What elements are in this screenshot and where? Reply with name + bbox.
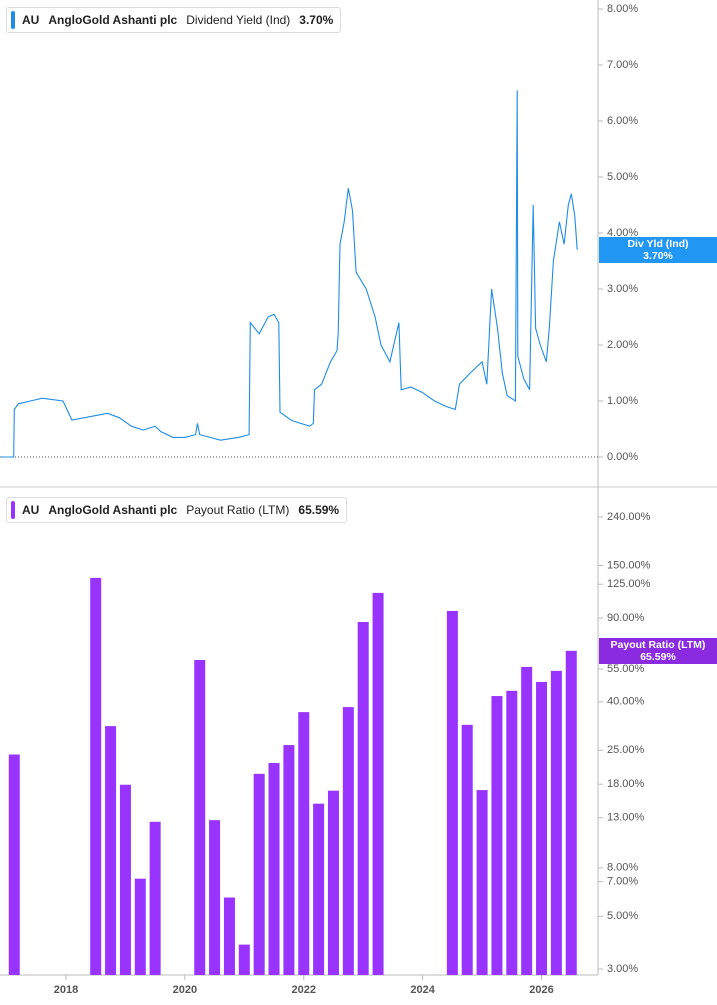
- badge-title: Div Yld (Ind): [627, 237, 689, 250]
- y-tick-label: 6.00%: [607, 115, 638, 127]
- bar: [476, 790, 488, 975]
- y-tick-label: 25.00%: [607, 744, 645, 756]
- company: AngloGold Ashanti plc: [48, 13, 178, 27]
- current-value: 65.59%: [298, 503, 340, 517]
- bar: [521, 666, 533, 975]
- bar: [105, 726, 117, 975]
- y-tick-label: 1.00%: [607, 395, 638, 407]
- y-tick-label: 8.00%: [607, 862, 638, 874]
- ticker: AU: [22, 13, 40, 27]
- bar: [253, 773, 265, 975]
- bar: [268, 763, 280, 975]
- badge-value: 65.59%: [640, 650, 676, 663]
- legend: AU AngloGold Ashanti plc Payout Ratio (LTM…: [6, 497, 348, 523]
- bar: [313, 803, 325, 975]
- y-tick-label: 40.00%: [607, 696, 645, 708]
- bar: [357, 622, 369, 975]
- bar: [223, 897, 235, 975]
- x-tick-label: 2020: [173, 984, 197, 996]
- y-tick-label: 150.00%: [607, 559, 651, 571]
- bar: [194, 659, 206, 975]
- bar: [149, 821, 161, 975]
- bar: [506, 690, 518, 975]
- y-tick-label: 7.00%: [607, 876, 638, 888]
- value-badge: Payout Ratio (LTM) 65.59%: [599, 637, 717, 664]
- y-tick-label: 5.00%: [607, 171, 638, 183]
- bar: [491, 696, 503, 975]
- bar: [446, 610, 458, 975]
- y-tick-label: 55.00%: [607, 663, 645, 675]
- bar: [461, 724, 473, 975]
- y-tick-label: 90.00%: [607, 612, 645, 624]
- bar: [90, 577, 102, 975]
- value-badge: Div Yld (Ind) 3.70%: [599, 236, 717, 263]
- badge-title: Payout Ratio (LTM): [610, 638, 706, 651]
- bar: [134, 878, 146, 975]
- y-tick-label: 7.00%: [607, 59, 638, 71]
- x-tick-label: 2022: [292, 984, 316, 996]
- metric: Dividend Yield (Ind): [186, 13, 291, 27]
- bar: [283, 745, 295, 975]
- legend-swatch: [11, 501, 15, 519]
- legend-swatch: [11, 11, 15, 29]
- bar: [238, 944, 250, 975]
- y-tick-label: 13.00%: [607, 812, 645, 824]
- bar: [342, 707, 354, 975]
- y-tick-label: 240.00%: [607, 511, 651, 523]
- bar: [372, 592, 384, 975]
- ticker: AU: [22, 503, 40, 517]
- y-tick-label: 0.00%: [607, 451, 638, 463]
- x-tick-label: 2018: [54, 984, 78, 996]
- y-tick-label: 3.00%: [607, 283, 638, 295]
- y-tick-label: 5.00%: [607, 910, 638, 922]
- metric: Payout Ratio (LTM): [186, 503, 290, 517]
- y-tick-label: 8.00%: [607, 3, 638, 15]
- x-tick-label: 2024: [410, 984, 435, 996]
- current-value: 3.70%: [299, 13, 334, 27]
- bar: [536, 681, 548, 975]
- x-tick-label: 2026: [529, 984, 553, 996]
- bar: [8, 754, 20, 975]
- y-tick-label: 3.00%: [607, 963, 638, 975]
- bar: [209, 820, 221, 975]
- bar: [119, 784, 131, 975]
- y-tick-label: 18.00%: [607, 778, 645, 790]
- bar: [550, 670, 562, 975]
- line-series: [0, 90, 578, 458]
- bar: [298, 712, 310, 975]
- y-tick-label: 2.00%: [607, 339, 638, 351]
- y-tick-label: 125.00%: [607, 578, 651, 590]
- company: AngloGold Ashanti plc: [48, 503, 178, 517]
- legend: AU AngloGold Ashanti plc Dividend Yield (I…: [6, 7, 342, 33]
- bar: [565, 650, 577, 975]
- y-tick-label: 4.00%: [607, 227, 638, 239]
- badge-value: 3.70%: [643, 249, 673, 262]
- bar: [327, 790, 339, 975]
